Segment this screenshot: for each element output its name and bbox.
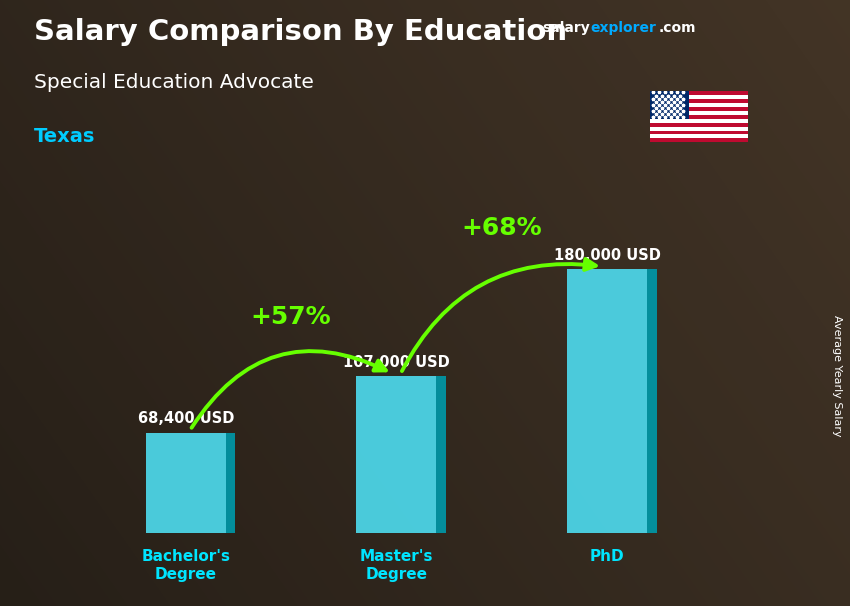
- Bar: [146, 433, 226, 533]
- Text: 68,400 USD: 68,400 USD: [138, 411, 234, 427]
- Bar: [650, 91, 748, 95]
- Bar: [650, 91, 689, 119]
- Bar: [650, 138, 748, 142]
- Text: Special Education Advocate: Special Education Advocate: [34, 73, 314, 92]
- Text: 180,000 USD: 180,000 USD: [553, 248, 660, 263]
- Bar: [650, 107, 748, 111]
- Bar: [650, 135, 748, 138]
- Text: 107,000 USD: 107,000 USD: [343, 355, 450, 370]
- Text: +57%: +57%: [251, 305, 332, 329]
- Bar: [650, 130, 748, 135]
- Bar: [650, 122, 748, 127]
- Bar: [226, 433, 235, 533]
- Text: Average Yearly Salary: Average Yearly Salary: [832, 315, 842, 436]
- Text: .com: .com: [659, 21, 696, 35]
- Bar: [650, 115, 748, 119]
- Bar: [567, 270, 647, 533]
- Bar: [436, 376, 446, 533]
- Bar: [650, 99, 748, 103]
- Bar: [356, 376, 436, 533]
- Bar: [650, 127, 748, 130]
- Bar: [650, 119, 748, 122]
- Bar: [650, 111, 748, 115]
- Bar: [650, 95, 748, 99]
- Bar: [647, 270, 657, 533]
- Text: explorer: explorer: [591, 21, 656, 35]
- Text: salary: salary: [542, 21, 590, 35]
- Bar: [650, 103, 748, 107]
- Text: Texas: Texas: [34, 127, 95, 146]
- Text: Salary Comparison By Education: Salary Comparison By Education: [34, 18, 567, 46]
- Text: +68%: +68%: [462, 216, 542, 240]
